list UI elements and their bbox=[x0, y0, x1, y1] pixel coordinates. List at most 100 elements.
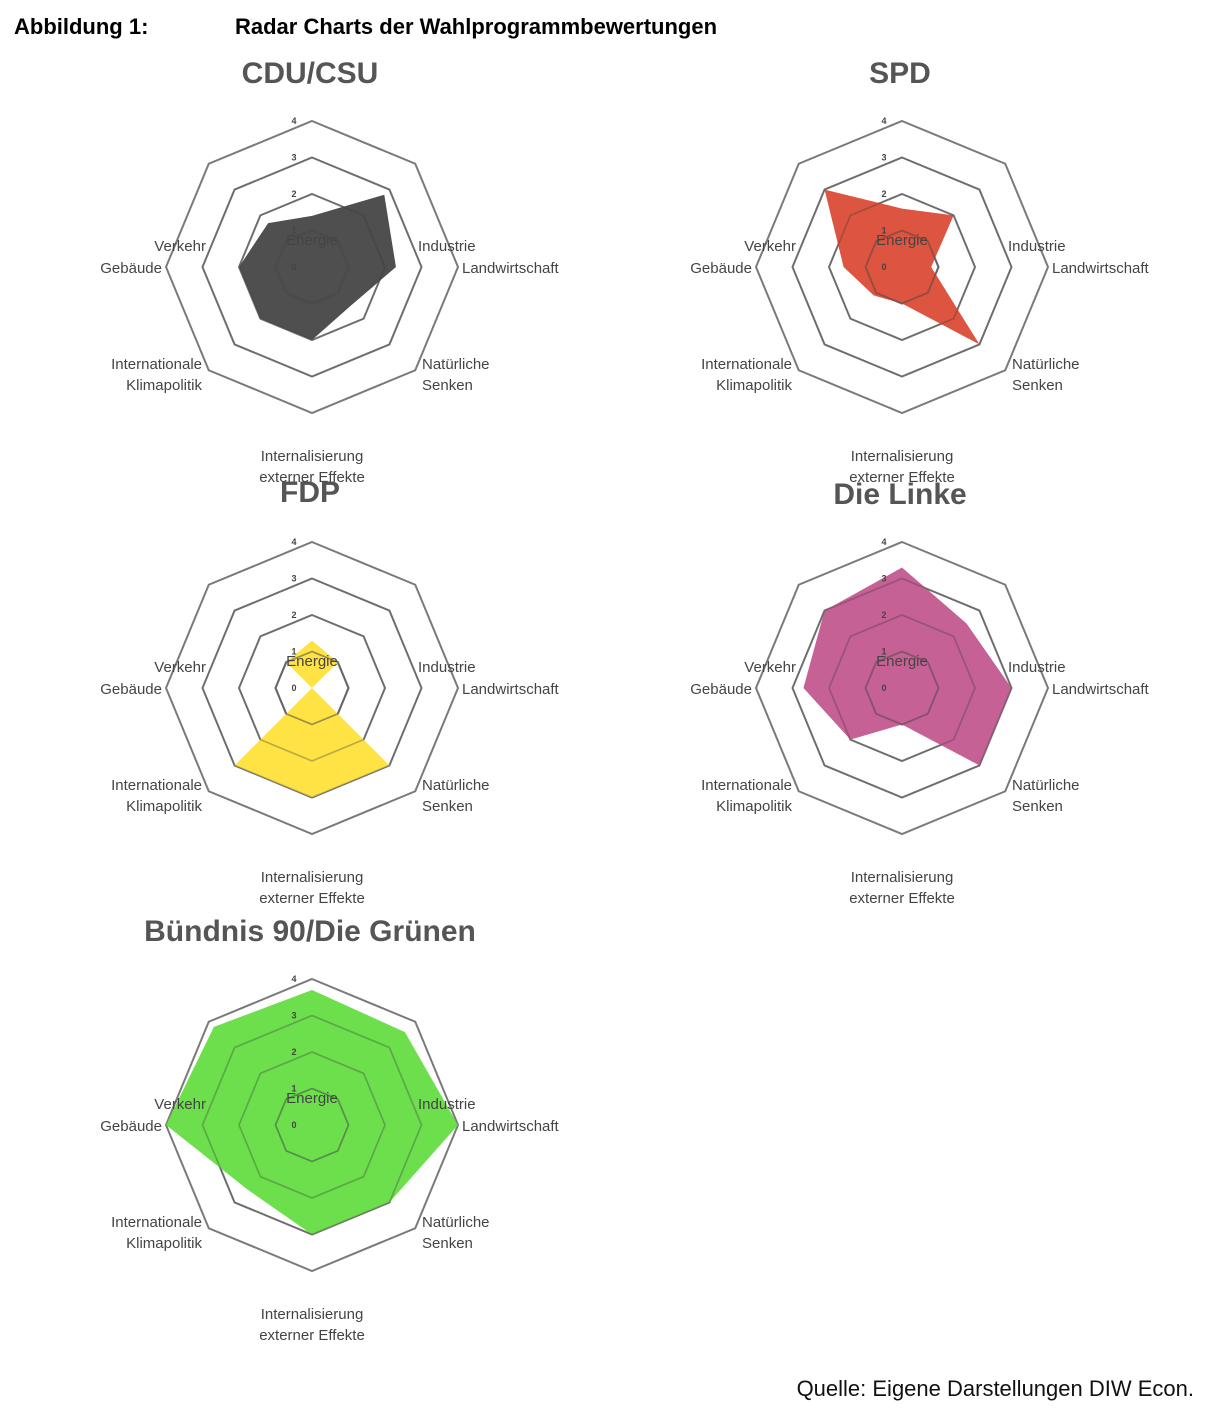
tick-label: 3 bbox=[881, 574, 886, 584]
tick-label: 2 bbox=[881, 189, 886, 199]
grid-ring-overlay bbox=[201, 1014, 423, 1236]
axis-label: Verkehr bbox=[154, 238, 206, 255]
axis-label: Energie bbox=[286, 232, 338, 249]
axis-label: Internationale Klimapolitik bbox=[111, 1214, 202, 1252]
grid-ring-overlay bbox=[864, 650, 940, 726]
grid-ring-overlay bbox=[864, 229, 940, 305]
axis-label: Natürliche Senken bbox=[422, 777, 490, 815]
grid-ring-overlay bbox=[238, 614, 386, 762]
axis-label: Landwirtschaft bbox=[462, 1118, 560, 1135]
tick-label: 2 bbox=[291, 189, 296, 199]
axis-label: Natürliche Senken bbox=[1012, 777, 1080, 815]
figure-title: Radar Charts der Wahlprogrammbewertungen bbox=[235, 14, 718, 39]
data-area bbox=[824, 189, 980, 345]
axis-label: Landwirtschaft bbox=[1052, 260, 1150, 277]
grid-ring bbox=[164, 540, 460, 836]
grid-ring-overlay bbox=[274, 229, 350, 305]
source-note: Quelle: Eigene Darstellungen DIW Econ. bbox=[796, 1376, 1194, 1401]
axis-label: Industrie bbox=[418, 659, 476, 676]
tick-label: 4 bbox=[291, 116, 296, 126]
tick-label: 2 bbox=[291, 1047, 296, 1057]
axis-label: Landwirtschaft bbox=[462, 260, 560, 277]
grid-ring-overlay bbox=[274, 650, 350, 726]
tick-label: 4 bbox=[291, 974, 296, 984]
axis-label: Industrie bbox=[418, 238, 476, 255]
grid-ring-overlay bbox=[201, 156, 423, 378]
axis-label: Energie bbox=[876, 653, 928, 670]
chart-title: CDU/CSU bbox=[241, 57, 379, 90]
tick-label: 1 bbox=[881, 647, 886, 657]
tick-label: 2 bbox=[881, 610, 886, 620]
figure-label: Abbildung 1: bbox=[14, 14, 149, 39]
axis-label: Natürliche Senken bbox=[1012, 356, 1080, 394]
tick-label: 0 bbox=[291, 262, 296, 272]
axis-label: Internalisierung externer Effekte bbox=[259, 448, 365, 486]
data-area bbox=[234, 640, 390, 798]
grid-ring-overlay bbox=[201, 577, 423, 799]
tick-label: 0 bbox=[291, 1120, 296, 1130]
tick-label: 0 bbox=[881, 683, 886, 693]
axis-label: Natürliche Senken bbox=[422, 356, 490, 394]
radar-chart-spd: SPD 0 1 2 3 4 Energie Industrie Landwirtschaft N… bbox=[590, 55, 1190, 486]
axis-label: Internationale Klimapolitik bbox=[701, 777, 792, 815]
radar-svg: 0 1 2 3 4 Energie Industrie Landwirtschaft Natür… bbox=[100, 116, 560, 486]
grid-ring-overlay bbox=[274, 650, 350, 726]
data-area bbox=[803, 567, 1012, 766]
tick-label: 4 bbox=[881, 537, 886, 547]
axis-label: Internalisierung externer Effekte bbox=[259, 1306, 365, 1344]
axis-label: Internalisierung externer Effekte bbox=[849, 448, 955, 486]
grid-ring bbox=[164, 977, 460, 1273]
grid-ring-overlay bbox=[864, 229, 940, 305]
tick-label: 3 bbox=[291, 574, 296, 584]
radar-svg: 0 1 2 3 4 Energie Industrie Landwirtschaft Natür… bbox=[690, 116, 1150, 486]
tick-label: 1 bbox=[291, 647, 296, 657]
axis-label: Energie bbox=[876, 232, 928, 249]
axis-label: Internationale Klimapolitik bbox=[701, 356, 792, 394]
grid-ring bbox=[791, 577, 1013, 799]
chart-title: FDP bbox=[280, 476, 340, 509]
axis-label: Industrie bbox=[1008, 659, 1066, 676]
axis-label: Internationale Klimapolitik bbox=[111, 356, 202, 394]
axis-label: Industrie bbox=[418, 1096, 476, 1113]
radar-svg: 0 1 2 3 4 Energie Industrie Landwirtschaft Natür… bbox=[100, 537, 560, 907]
tick-label: 2 bbox=[291, 610, 296, 620]
chart-title: Die Linke bbox=[833, 478, 967, 511]
tick-label: 4 bbox=[291, 537, 296, 547]
tick-label: 3 bbox=[291, 153, 296, 163]
grid-ring-overlay bbox=[791, 156, 1013, 378]
chart-title: Bündnis 90/Die Grünen bbox=[144, 915, 476, 948]
tick-label: 0 bbox=[291, 683, 296, 693]
axis-label: Internalisierung externer Effekte bbox=[259, 869, 365, 907]
tick-label: 3 bbox=[291, 1011, 296, 1021]
grid-ring bbox=[164, 119, 460, 415]
grid-ring-overlay bbox=[864, 650, 940, 726]
tick-label: 3 bbox=[881, 153, 886, 163]
radar-svg: 0 1 2 3 4 Energie Industrie Landwirtschaft Natür… bbox=[100, 974, 560, 1344]
axis-label: Landwirtschaft bbox=[1052, 681, 1150, 698]
grid-ring-overlay bbox=[238, 193, 386, 341]
grid-ring-overlay bbox=[828, 193, 976, 341]
axis-label: Verkehr bbox=[154, 659, 206, 676]
grid-ring bbox=[754, 119, 1050, 415]
axis-label: Verkehr bbox=[744, 659, 796, 676]
tick-label: 4 bbox=[881, 116, 886, 126]
axis-label: Gebäude bbox=[100, 260, 162, 277]
axis-label: Internationale Klimapolitik bbox=[111, 777, 202, 815]
radar-svg: 0 1 2 3 4 Energie Industrie Landwirtschaft Natür… bbox=[690, 537, 1150, 907]
tick-label: 1 bbox=[291, 1084, 296, 1094]
grid-ring-overlay bbox=[274, 1087, 350, 1163]
chart-title: SPD bbox=[869, 57, 931, 90]
axis-label: Landwirtschaft bbox=[462, 681, 560, 698]
data-area bbox=[166, 989, 458, 1235]
axis-label: Industrie bbox=[1008, 238, 1066, 255]
grid-ring bbox=[754, 540, 1050, 836]
grid-ring-overlay bbox=[274, 229, 350, 305]
axis-label: Natürliche Senken bbox=[422, 1214, 490, 1252]
tick-label: 1 bbox=[881, 226, 886, 236]
radar-chart-fdp: FDP 0 1 2 3 4 Energie Industrie Landwirtschaft N… bbox=[0, 476, 600, 907]
axis-label: Internalisierung externer Effekte bbox=[849, 869, 955, 907]
radar-chart-gruene: Bündnis 90/Die Grünen 0 1 2 3 4 Energie Indust… bbox=[0, 913, 600, 1344]
axis-label: Energie bbox=[286, 653, 338, 670]
axis-label: Verkehr bbox=[154, 1096, 206, 1113]
grid-ring bbox=[791, 156, 1013, 378]
